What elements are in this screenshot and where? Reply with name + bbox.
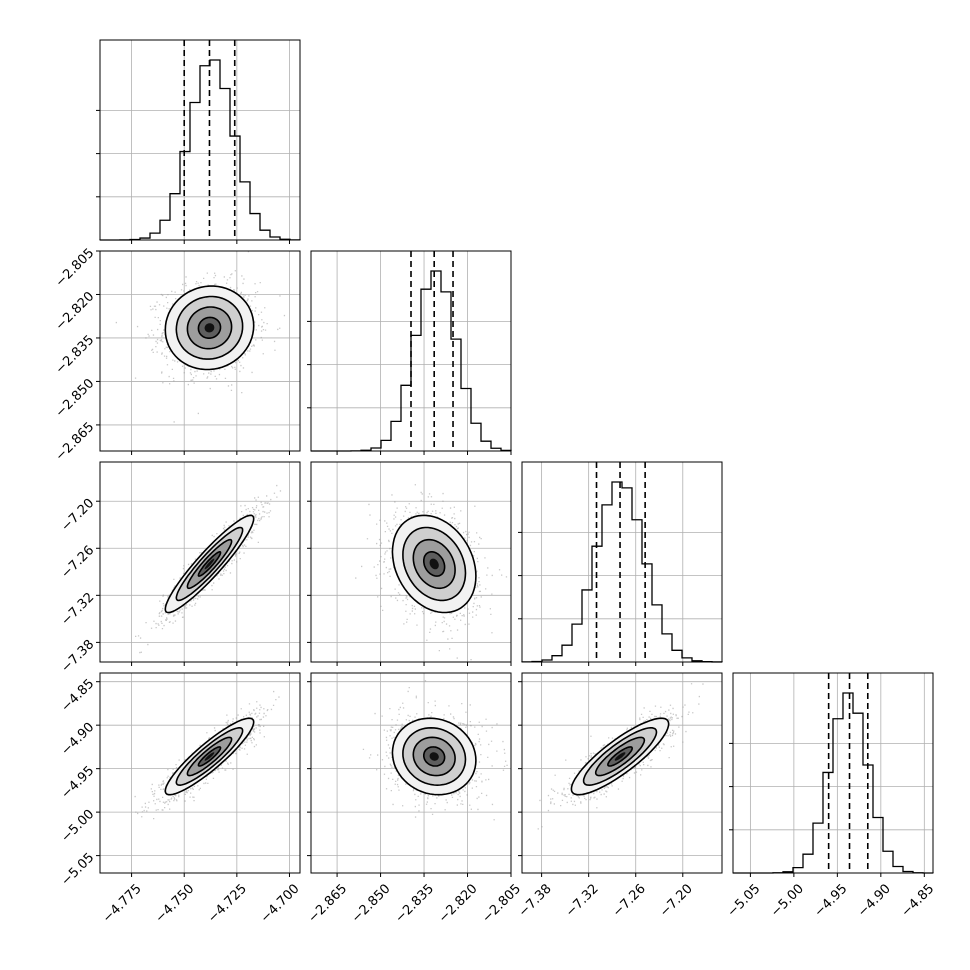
panel-frame [732,672,934,874]
density-core [204,558,215,570]
y-tick-label: −4.90 [59,720,98,759]
contour-line-3 [164,717,255,796]
y-tick-label: −5.00 [59,807,98,846]
x-tick-label: −4.750 [153,881,198,926]
contour-line-3 [391,514,477,614]
contour-line-1 [412,736,456,777]
hist-panel-1 [307,250,512,452]
panel-frame [521,672,723,874]
y-tick-label: −7.32 [59,590,98,629]
x-tick-label: −2.865 [306,881,351,926]
y-tick-label: −7.20 [59,496,98,535]
y-tick-label: −7.38 [59,637,98,676]
contour-line-2 [175,727,244,787]
hist-panel-3 [729,672,934,874]
x-tick-label: −5.00 [768,881,807,920]
scatter-content [537,683,704,830]
x-tick-label: −2.850 [349,881,394,926]
scatter-points [355,484,508,661]
contour-line-2 [175,526,244,602]
contour-line-0 [423,551,446,577]
x-tick-label: −7.20 [657,881,696,920]
x-tick-label: −5.05 [725,881,764,920]
x-tick-label: −7.32 [563,881,602,920]
y-tick-label: −4.95 [59,763,98,802]
x-tick-label: −4.90 [855,881,894,920]
density-core [204,323,215,333]
scatter-content [115,251,286,423]
x-tick-label: −2.835 [392,881,437,926]
y-tick-label: −4.85 [59,676,98,715]
contour-line-2 [582,727,658,787]
x-tick-label: −4.700 [258,881,303,926]
panel-frame [99,672,301,874]
x-tick-label: −2.805 [479,881,524,926]
hist-panel-0 [96,39,301,241]
scatter-panel-3-1 [310,672,512,874]
contour-line-1 [186,306,233,350]
scatter-content [362,680,508,821]
x-tick-label: −4.725 [205,881,250,926]
density-core [204,752,215,761]
contour-line-0 [423,746,446,767]
contour-line-2 [175,295,244,360]
scatter-content [355,484,508,661]
panel-frame [99,250,301,452]
x-tick-label: −2.820 [436,881,481,926]
density-core [614,752,626,761]
panel-frame [310,250,512,452]
x-tick-label: −4.95 [812,881,851,920]
y-tick-label: −2.850 [53,376,98,421]
scatter-panel-1-0 [99,250,301,452]
x-tick-label: −4.775 [100,881,145,926]
scatter-content [134,690,280,820]
contour-line-3 [164,285,255,371]
y-tick-label: −2.865 [53,420,98,465]
panel-frame [521,461,723,663]
y-tick-label: −2.820 [53,289,98,334]
contour-line-1 [186,538,233,590]
hist-panel-bg [522,462,722,662]
contour-line-2 [402,526,467,602]
contour-line-0 [607,746,634,767]
y-tick-label: −5.05 [59,850,98,889]
scatter-panel-3-2 [521,672,723,874]
density-core [429,558,439,570]
y-tick-label: −2.835 [53,333,98,378]
x-tick-label: −7.26 [610,881,649,920]
scatter-panel-2-1 [310,461,512,663]
contour-line-1 [186,736,233,777]
panel-frame [310,461,512,663]
contour-line-1 [594,736,646,777]
contour-line-0 [197,316,222,339]
contour-line-0 [197,551,222,577]
panel-frame [99,39,301,241]
hist-panel-2 [518,461,723,663]
contour-line-1 [412,538,456,590]
scatter-content [135,484,282,654]
x-tick-label: −4.85 [899,881,938,920]
panel-frame [99,461,301,663]
contour-line-3 [570,717,670,796]
contour-line-3 [164,514,255,614]
y-tick-label: −7.26 [59,543,98,582]
contour-line-2 [402,726,467,787]
panel-frame [310,672,512,874]
scatter-panel-2-0 [99,461,301,663]
x-tick-label: −7.38 [516,881,555,920]
scatter-panel-3-0 [99,672,301,874]
hist-outline [521,481,723,663]
contour-line-3 [391,717,477,796]
y-tick-label: −2.805 [53,246,98,291]
density-core [429,752,439,761]
contour-line-0 [197,746,222,767]
